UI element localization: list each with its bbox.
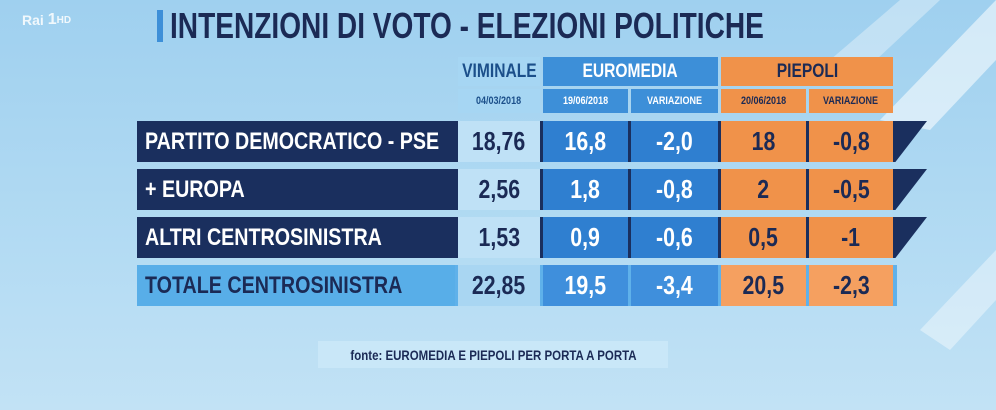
cell-text: 2,56: [478, 174, 520, 204]
cell-text: 1,8: [570, 174, 601, 204]
source-text: fonte: EUROMEDIA E PIEPOLI PER PORTA A P…: [349, 346, 637, 363]
group-header-text: EUROMEDIA: [582, 60, 679, 82]
logo-channel: 1: [47, 11, 57, 28]
cell: 0,5: [721, 217, 806, 258]
row-label-text: + EUROPA: [145, 175, 245, 203]
row-label: + EUROPA: [137, 169, 455, 210]
cell-text: 18,76: [472, 126, 526, 156]
column-header: 19/06/2018: [543, 89, 628, 113]
column-header-text: 20/06/2018: [740, 95, 787, 107]
title-text: INTENZIONI DI VOTO - ELEZIONI POLITICHE: [170, 5, 764, 46]
column-header-text: VARIAZIONE: [823, 95, 879, 107]
cell-text: 19,5: [564, 270, 607, 300]
logo-quality: HD: [56, 14, 72, 26]
group-header: PIEPOLI: [721, 57, 893, 86]
row-label: PARTITO DEMOCRATICO - PSE: [137, 121, 455, 162]
cell: 18: [721, 121, 806, 162]
row-label-text: PARTITO DEMOCRATICO - PSE: [145, 127, 440, 155]
cell: -2,0: [631, 121, 718, 162]
cell: 1,53: [458, 217, 540, 258]
row-label-text: TOTALE CENTROSINISTRA: [145, 271, 403, 299]
row-label: TOTALE CENTROSINISTRA: [137, 265, 455, 306]
cell-text: -0,6: [656, 222, 693, 252]
cell-text: 20,5: [742, 270, 785, 300]
cell-text: -2,3: [832, 270, 870, 300]
source-note: fonte: EUROMEDIA E PIEPOLI PER PORTA A P…: [318, 341, 668, 368]
cell: -0,6: [631, 217, 718, 258]
logo-brand: Rai: [22, 12, 44, 28]
cell-text: -0,5: [832, 174, 870, 204]
cell: 1,8: [543, 169, 628, 210]
cell: 22,85: [458, 265, 540, 306]
group-header-text: PIEPOLI: [776, 60, 838, 82]
column-header: 20/06/2018: [721, 89, 806, 113]
cell-text: 0,5: [748, 222, 779, 252]
cell: -0,8: [809, 121, 893, 162]
cell: -0,8: [631, 169, 718, 210]
cell-text: -0,8: [832, 126, 870, 156]
cell: 0,9: [543, 217, 628, 258]
column-header-text: VARIAZIONE: [647, 95, 702, 107]
cell-text: 2: [757, 174, 770, 204]
row-label-text: ALTRI CENTROSINISTRA: [145, 223, 382, 251]
cell-text: -3,4: [656, 270, 693, 300]
cell-text: -1: [841, 222, 861, 252]
cell: -3,4: [631, 265, 718, 306]
cell: -1: [809, 217, 893, 258]
row-label: ALTRI CENTROSINISTRA: [137, 217, 455, 258]
cell-text: 1,53: [478, 222, 520, 252]
cell-text: 18: [751, 126, 776, 156]
cell: 2,56: [458, 169, 540, 210]
channel-logo: Rai 1 HD: [22, 10, 71, 30]
group-header-text: VIMINALE: [461, 60, 537, 82]
column-header: VARIAZIONE: [809, 89, 893, 113]
cell: 16,8: [543, 121, 628, 162]
column-header-text: 19/06/2018: [562, 95, 609, 107]
column-header: VARIAZIONE: [631, 89, 718, 113]
cell-text: 16,8: [564, 126, 607, 156]
cell-text: -0,8: [656, 174, 693, 204]
column-header: 04/03/2018: [458, 89, 540, 113]
cell-text: -2,0: [656, 126, 693, 156]
cell: -2,3: [809, 265, 893, 306]
cell-text: 22,85: [472, 270, 526, 300]
cell: 18,76: [458, 121, 540, 162]
group-header: EUROMEDIA: [543, 57, 718, 86]
group-header: VIMINALE: [458, 57, 540, 86]
column-header-text: 04/03/2018: [476, 95, 522, 107]
title: INTENZIONI DI VOTO - ELEZIONI POLITICHE: [166, 4, 866, 48]
cell-text: 0,9: [570, 222, 601, 252]
cell: 20,5: [721, 265, 806, 306]
cell: 19,5: [543, 265, 628, 306]
cell: -0,5: [809, 169, 893, 210]
cell: 2: [721, 169, 806, 210]
